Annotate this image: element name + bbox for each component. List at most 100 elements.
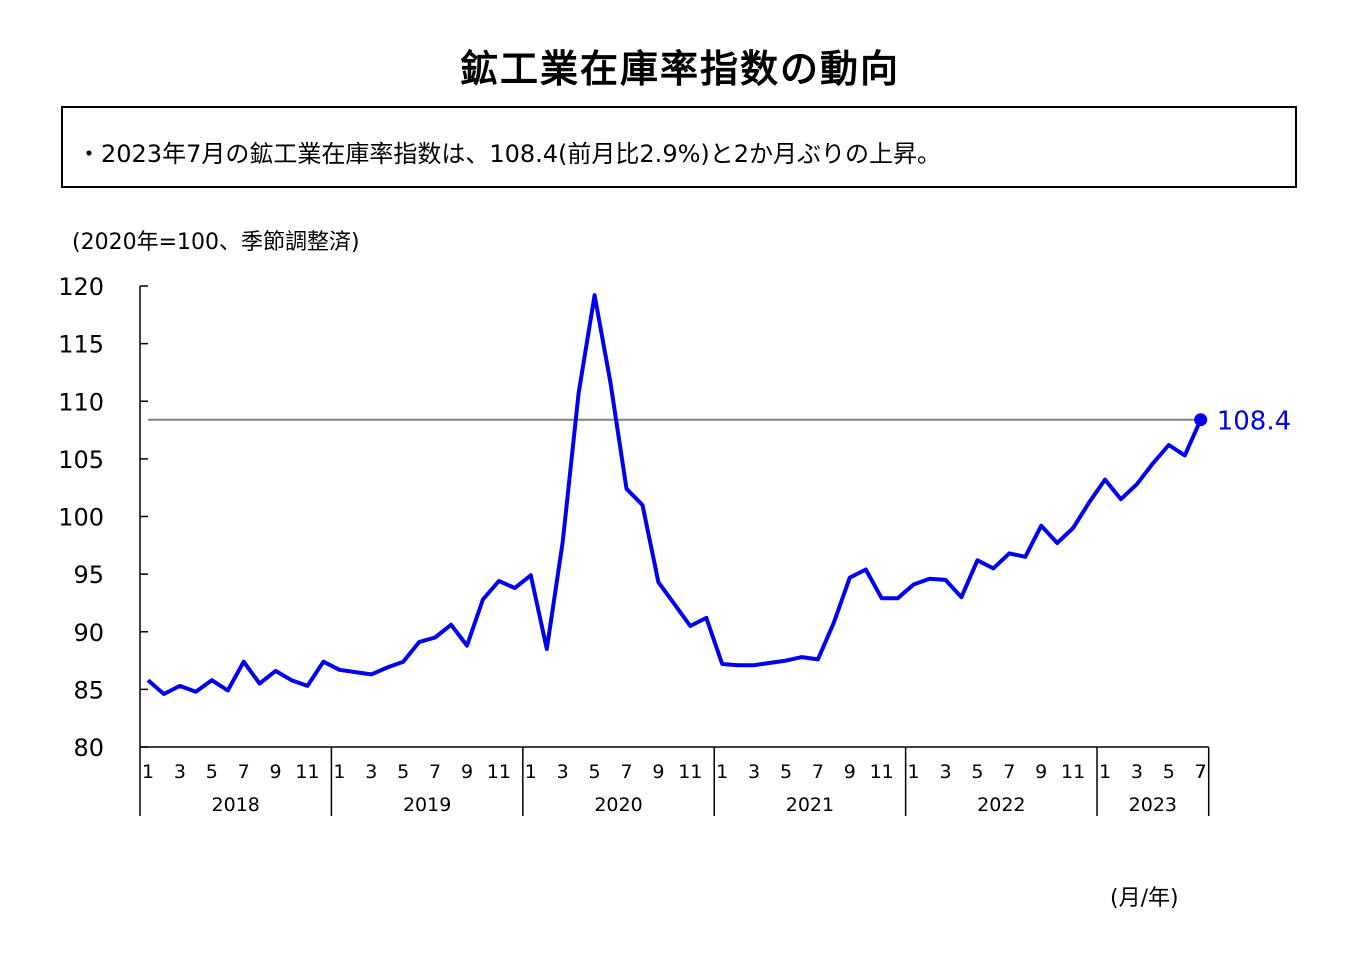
data-point [545, 647, 549, 651]
data-point [529, 573, 533, 577]
month-tick-label: 1 [525, 761, 537, 783]
month-tick-label: 1 [142, 761, 154, 783]
x-unit-note: (月/年) [1110, 886, 1179, 911]
data-point [1103, 478, 1107, 482]
y-tick-label: 115 [58, 331, 104, 359]
year-label: 2020 [594, 794, 642, 816]
data-point [481, 597, 485, 601]
data-point [656, 580, 660, 584]
month-tick-label: 11 [678, 761, 702, 783]
data-point [1135, 482, 1139, 486]
data-point [864, 568, 868, 572]
data-point [210, 678, 214, 682]
month-tick-label: 9 [1035, 761, 1047, 783]
data-point [688, 624, 692, 628]
data-point [1023, 555, 1027, 559]
data-point [1087, 501, 1091, 505]
month-tick-label: 7 [238, 761, 250, 783]
data-point [912, 582, 916, 586]
data-point [274, 669, 278, 673]
y-tick-label: 80 [73, 734, 104, 762]
data-point [226, 689, 230, 693]
data-point [401, 660, 405, 664]
data-point [880, 596, 884, 600]
data-point [1055, 541, 1059, 545]
y-tick-label: 95 [73, 561, 104, 589]
summary-text: ・2023年7月の鉱工業在庫率指数は、108.4(前月比2.9%)と2か月ぶりの… [77, 140, 942, 168]
month-tick-label: 5 [397, 761, 409, 783]
month-tick-label: 5 [1163, 761, 1175, 783]
month-tick-label: 3 [557, 761, 569, 783]
year-label: 2022 [977, 794, 1025, 816]
month-tick-label: 1 [908, 761, 920, 783]
data-point [1151, 461, 1155, 465]
data-point [704, 616, 708, 620]
data-point [306, 684, 310, 688]
month-tick-label: 11 [870, 761, 894, 783]
month-tick-label: 1 [333, 761, 345, 783]
chart-title: 鉱工業在庫率指数の動向 [459, 47, 900, 91]
data-point [337, 668, 341, 672]
data-point [752, 663, 756, 667]
month-tick-label: 5 [589, 761, 601, 783]
data-point [816, 657, 820, 661]
y-tick-label: 120 [58, 273, 104, 301]
data-point [800, 655, 804, 659]
month-tick-label: 7 [429, 761, 441, 783]
month-tick-label: 1 [1099, 761, 1111, 783]
data-point [991, 566, 995, 570]
month-tick-label: 11 [487, 761, 511, 783]
month-tick-label: 9 [270, 761, 282, 783]
data-point [242, 660, 246, 664]
data-point [513, 586, 517, 590]
data-point [736, 663, 740, 667]
data-point [959, 595, 963, 599]
last-point-marker [1194, 413, 1208, 427]
data-point [1071, 526, 1075, 530]
y-unit-note: (2020年=100、季節調整済) [72, 230, 360, 255]
data-point [449, 623, 453, 627]
summary-box: ・2023年7月の鉱工業在庫率指数は、108.4(前月比2.9%)と2か月ぶりの… [61, 106, 1297, 188]
month-tick-label: 7 [812, 761, 824, 783]
data-point [433, 636, 437, 640]
month-tick-label: 7 [1003, 761, 1015, 783]
data-point [1183, 453, 1187, 457]
y-tick-label: 85 [73, 676, 104, 704]
data-point [577, 391, 581, 395]
data-point [1007, 551, 1011, 555]
data-point [768, 661, 772, 665]
data-point [178, 684, 182, 688]
data-point [784, 659, 788, 663]
month-tick-label: 3 [1131, 761, 1143, 783]
last-point-label: 108.4 [1217, 407, 1291, 437]
month-tick-label: 9 [652, 761, 664, 783]
month-tick-label: 3 [365, 761, 377, 783]
month-tick-label: 5 [206, 761, 218, 783]
data-point [290, 678, 294, 682]
month-tick-label: 3 [939, 761, 951, 783]
data-point [465, 644, 469, 648]
year-label: 2023 [1129, 794, 1177, 816]
data-point [832, 621, 836, 625]
data-point [258, 682, 262, 686]
data-point [593, 293, 597, 297]
data-point [640, 503, 644, 507]
data-point [944, 578, 948, 582]
data-point [625, 487, 629, 491]
data-point [848, 576, 852, 580]
data-point [321, 660, 325, 664]
month-tick-label: 9 [461, 761, 473, 783]
data-point [385, 665, 389, 669]
month-tick-label: 11 [1061, 761, 1085, 783]
month-tick-label: 7 [1195, 761, 1207, 783]
data-point [369, 672, 373, 676]
month-tick-label: 5 [780, 761, 792, 783]
year-label: 2019 [403, 794, 451, 816]
data-point [928, 577, 932, 581]
data-point [1167, 443, 1171, 447]
month-tick-label: 7 [620, 761, 632, 783]
data-point [417, 640, 421, 644]
data-point [497, 579, 501, 583]
data-point [975, 558, 979, 562]
